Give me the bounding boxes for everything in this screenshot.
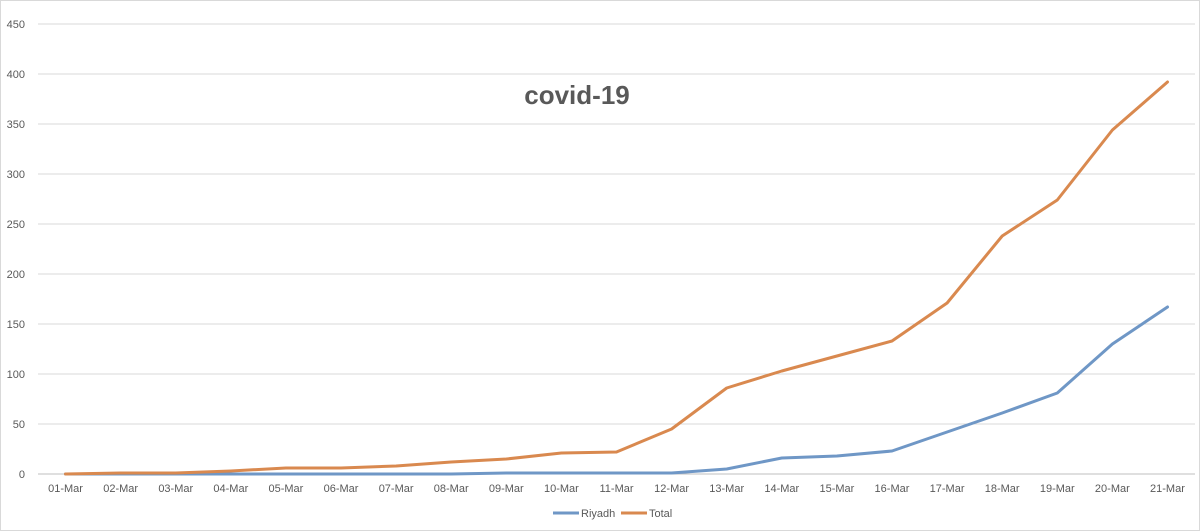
x-tick-label: 12-Mar [654,483,689,495]
y-tick-label: 400 [7,69,25,81]
x-tick-label: 06-Mar [324,483,359,495]
x-tick-label: 08-Mar [434,483,469,495]
y-tick-label: 350 [7,119,25,131]
series-line-total [64,80,1169,476]
x-tick-label: 03-Mar [158,483,193,495]
x-tick-label: 20-Mar [1095,483,1130,495]
x-tick-label: 11-Mar [599,483,633,495]
x-tick-label: 02-Mar [103,483,138,495]
x-tick-label: 07-Mar [379,483,414,495]
x-tick-label: 14-Mar [764,483,799,495]
x-tick-label: 10-Mar [544,483,579,495]
x-tick-label: 05-Mar [269,483,304,495]
legend: Riyadh Total [553,508,672,520]
y-tick-label: 200 [7,269,25,281]
x-tick-label: 04-Mar [213,483,248,495]
legend-label-total: Total [649,508,672,520]
y-tick-label: 150 [7,319,25,331]
y-tick-label: 50 [13,419,25,431]
y-tick-label: 100 [7,369,25,381]
series-lines [64,80,1169,476]
x-tick-label: 19-Mar [1040,483,1075,495]
x-tick-label: 01-Mar [48,483,83,495]
x-axis-tick-labels: 01-Mar 02-Mar 03-Mar 04-Mar 05-Mar 06-Mar 07-M… [48,483,1185,495]
x-tick-label: 16-Mar [875,483,910,495]
x-tick-label: 15-Mar [819,483,854,495]
y-tick-label: 450 [7,19,25,31]
chart-title: covid-19 [524,80,630,110]
y-tick-label: 0 [19,469,25,481]
x-tick-label: 18-Mar [985,483,1020,495]
x-tick-label: 17-Mar [930,483,965,495]
x-tick-label: 21-Mar [1150,483,1185,495]
series-line-riyadh [64,305,1169,476]
x-tick-label: 09-Mar [489,483,524,495]
y-tick-label: 250 [7,219,25,231]
gridlines [38,23,1195,475]
y-tick-label: 300 [7,169,25,181]
legend-label-riyadh: Riyadh [581,508,615,520]
x-tick-label: 13-Mar [709,483,744,495]
y-axis-tick-labels: 0 50 100 150 200 250 300 350 400 450 [7,19,25,481]
